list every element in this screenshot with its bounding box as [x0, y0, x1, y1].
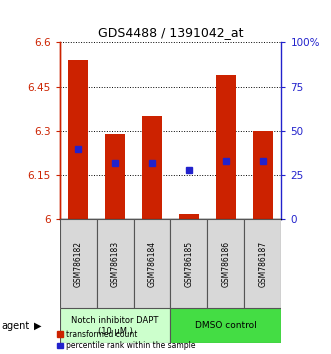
Bar [60, 308, 170, 343]
Text: DMSO control: DMSO control [195, 321, 257, 330]
Bar [179, 213, 199, 219]
Text: GSM786186: GSM786186 [221, 241, 230, 287]
Text: Notch inhibitor DAPT
(10 μM.): Notch inhibitor DAPT (10 μM.) [71, 316, 159, 336]
Text: GSM786185: GSM786185 [184, 241, 193, 287]
Bar [68, 60, 88, 219]
Bar [208, 219, 244, 308]
Title: GDS4488 / 1391042_at: GDS4488 / 1391042_at [98, 25, 243, 39]
Text: GSM786182: GSM786182 [73, 241, 82, 287]
Bar [105, 134, 125, 219]
Bar [170, 308, 281, 343]
Bar [142, 116, 162, 219]
Text: ▶: ▶ [34, 321, 42, 331]
Bar [216, 75, 236, 219]
Bar [97, 219, 133, 308]
Text: GSM786187: GSM786187 [259, 241, 267, 287]
Text: agent: agent [2, 321, 30, 331]
Bar [170, 219, 208, 308]
Bar [253, 131, 273, 219]
Text: GSM786184: GSM786184 [148, 241, 157, 287]
Bar [244, 219, 281, 308]
Legend: transformed count, percentile rank within the sample: transformed count, percentile rank withi… [57, 330, 195, 350]
Text: GSM786183: GSM786183 [111, 241, 119, 287]
Bar [133, 219, 170, 308]
Bar [60, 219, 97, 308]
